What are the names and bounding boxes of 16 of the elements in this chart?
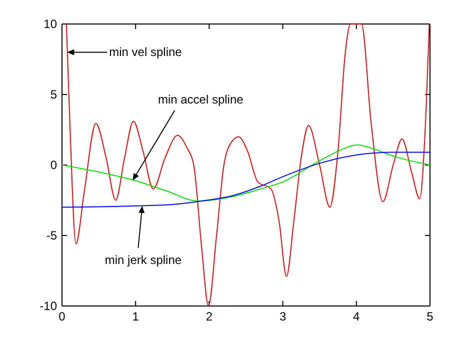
line-series [62, 152, 430, 208]
annotation: min jerk spline [104, 252, 182, 267]
line-series [66, 24, 430, 306]
y-tick-label: -5 [46, 228, 58, 242]
x-tick-label: 3 [279, 310, 286, 324]
line-series [62, 144, 430, 202]
x-tick-label: 1 [132, 310, 140, 324]
annotation: min accel spline [158, 92, 244, 107]
y-tick-label: 5 [50, 87, 58, 102]
annotation: min vel spline [109, 45, 182, 60]
y-tick-label: -10 [40, 298, 58, 313]
y-tick-label: 10 [44, 16, 58, 31]
y-tick-label: 0 [50, 158, 58, 172]
x-tick-label: 5 [426, 310, 434, 324]
x-tick-label: 4 [353, 310, 360, 324]
x-tick-label: 2 [206, 310, 213, 324]
